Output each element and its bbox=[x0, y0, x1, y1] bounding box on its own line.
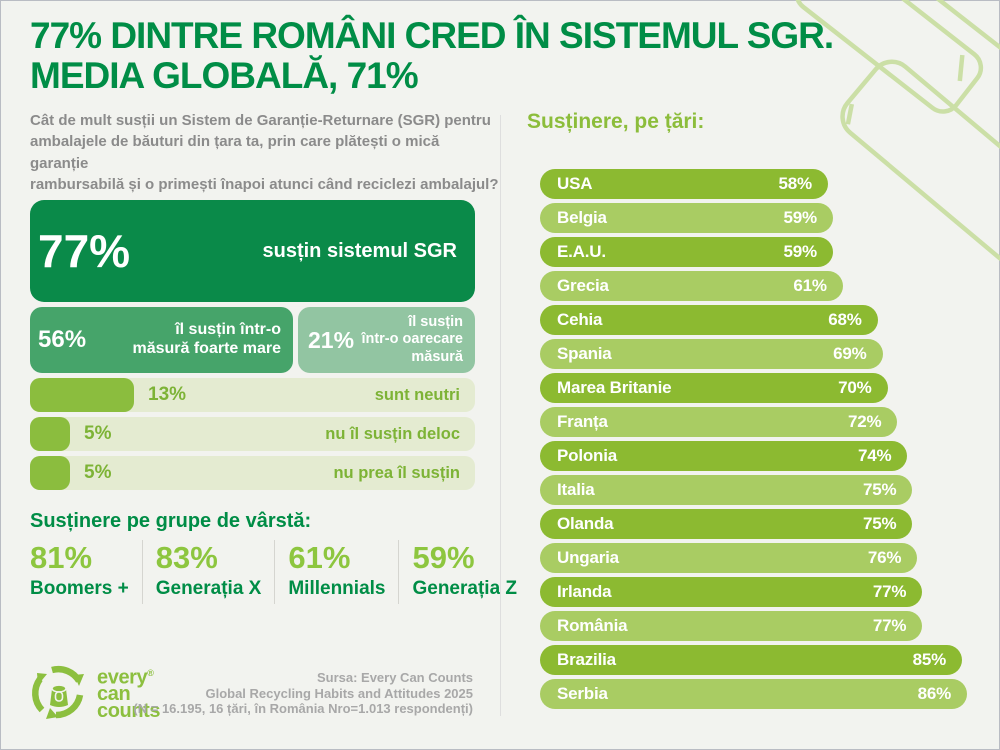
somewhat-support-label: îl susțin într-o oarecare măsură bbox=[361, 314, 463, 365]
age-group-label: Millennials bbox=[288, 577, 386, 599]
country-bar-ungaria: Ungaria 76% bbox=[540, 543, 918, 573]
total-support-value: 77% bbox=[38, 225, 131, 277]
country-bar-belgia: Belgia 59% bbox=[540, 203, 833, 233]
little-support-label: nu prea îl susțin bbox=[333, 464, 460, 482]
country-value: 75% bbox=[862, 480, 897, 499]
no-support-label: nu îl susțin deloc bbox=[325, 425, 460, 443]
vertical-divider bbox=[500, 115, 501, 716]
country-label: Marea Britanie bbox=[557, 378, 672, 397]
country-value: 75% bbox=[862, 514, 897, 533]
age-group-label: Generația Z bbox=[412, 577, 518, 599]
bar-somewhat-support: 21% îl susțin într-o oarecare măsură bbox=[298, 307, 475, 373]
country-bar-fran-a: Franța 72% bbox=[540, 407, 898, 437]
country-bar-olanda: Olanda 75% bbox=[540, 509, 913, 539]
no-support-value: 5% bbox=[84, 423, 112, 444]
country-value: 59% bbox=[783, 242, 818, 261]
country-label: Olanda bbox=[557, 514, 614, 533]
country-value: 59% bbox=[783, 208, 818, 227]
strong-support-value: 56% bbox=[38, 326, 87, 353]
country-bar-cehia: Cehia 68% bbox=[540, 305, 878, 335]
country-label: Italia bbox=[557, 480, 595, 499]
country-bar-brazilia: Brazilia 85% bbox=[540, 645, 963, 675]
age-groups-heading: Susținere pe grupe de vârstă: bbox=[30, 510, 312, 532]
country-value: 61% bbox=[793, 276, 827, 295]
country-value: 68% bbox=[828, 310, 862, 329]
country-bars: USA 58% Belgia 59% E.A.U. 59% Grecia 61% Cehia 68… bbox=[540, 169, 967, 713]
bar-neutral: 13% sunt neutri bbox=[30, 378, 475, 412]
country-label: Brazilia bbox=[557, 650, 616, 669]
country-label: România bbox=[557, 616, 628, 635]
country-bar-rom-nia: România 77% bbox=[540, 611, 923, 641]
sub-support-row: 56% îl susțin într-o măsură foarte mare … bbox=[30, 307, 475, 373]
support-chart: 77% susțin sistemul SGR 56% îl susțin în… bbox=[30, 200, 475, 495]
bar-fill bbox=[30, 378, 134, 412]
countries-heading: Susținere, pe țări: bbox=[527, 110, 705, 133]
age-groups: 81% Boomers + 83% Generația X 61% Millen… bbox=[30, 540, 530, 604]
country-label: Cehia bbox=[557, 310, 603, 329]
country-value: 58% bbox=[778, 174, 813, 193]
country-value: 72% bbox=[848, 412, 882, 431]
source-note: Sursa: Every Can Counts Global Recycling… bbox=[133, 670, 473, 716]
country-label: USA bbox=[557, 174, 593, 193]
bar-strong-support: 56% îl susțin într-o măsură foarte mare bbox=[30, 307, 293, 373]
country-label: Irlanda bbox=[557, 582, 612, 601]
age-group-boomers: 81% Boomers + bbox=[30, 540, 142, 604]
bar-little-support: 5% nu prea îl susțin bbox=[30, 456, 475, 490]
country-label: Franța bbox=[557, 412, 608, 431]
country-value: 69% bbox=[833, 344, 867, 363]
country-bar-irlanda: Irlanda 77% bbox=[540, 577, 923, 607]
country-bar-usa: USA 58% bbox=[540, 169, 828, 199]
country-value: 70% bbox=[838, 378, 872, 397]
country-value: 77% bbox=[872, 616, 907, 635]
country-value: 74% bbox=[857, 446, 892, 465]
age-group-value: 61% bbox=[288, 540, 351, 575]
age-group-value: 81% bbox=[30, 540, 93, 575]
country-label: E.A.U. bbox=[557, 242, 606, 261]
country-bar-spania: Spania 69% bbox=[540, 339, 883, 369]
bar-fill bbox=[30, 456, 70, 490]
bar-no-support-at-all: 5% nu îl susțin deloc bbox=[30, 417, 475, 451]
country-label: Serbia bbox=[557, 684, 608, 703]
country-value: 86% bbox=[917, 684, 952, 703]
neutral-label: sunt neutri bbox=[374, 386, 460, 404]
somewhat-support-value: 21% bbox=[308, 326, 355, 353]
bar-total-support: 77% susțin sistemul SGR bbox=[30, 200, 475, 302]
country-bar-grecia: Grecia 61% bbox=[540, 271, 843, 301]
country-label: Polonia bbox=[557, 446, 617, 465]
age-group-millennials: 61% Millennials bbox=[274, 540, 398, 604]
neutral-value: 13% bbox=[148, 384, 187, 405]
age-group-label: Boomers + bbox=[30, 577, 129, 599]
country-bar-e-a-u-: E.A.U. 59% bbox=[540, 237, 833, 267]
age-group-value: 83% bbox=[155, 540, 218, 575]
country-value: 76% bbox=[867, 548, 902, 567]
country-label: Spania bbox=[557, 344, 612, 363]
country-value: 85% bbox=[912, 650, 947, 669]
country-label: Grecia bbox=[557, 276, 609, 295]
bar-fill bbox=[30, 417, 70, 451]
strong-support-label: îl susțin într-o măsură foarte mare bbox=[132, 321, 281, 357]
age-group-value: 59% bbox=[412, 540, 475, 575]
country-bar-italia: Italia 75% bbox=[540, 475, 913, 505]
age-group-label: Generația X bbox=[155, 577, 262, 599]
age-group-gen-x: 83% Generația X bbox=[141, 540, 275, 604]
country-bar-marea-britanie: Marea Britanie 70% bbox=[540, 373, 888, 403]
logo-wordmark: every® can counts bbox=[97, 666, 161, 722]
total-support-label: susțin sistemul SGR bbox=[262, 239, 458, 262]
little-support-value: 5% bbox=[84, 462, 112, 483]
survey-question: Cât de mult susții un Sistem de Garanție… bbox=[30, 112, 499, 193]
page-title: 77% DINTRE ROMÂNI CRED ÎN SISTEMUL SGR. … bbox=[30, 15, 834, 96]
country-bar-serbia: Serbia 86% bbox=[540, 679, 967, 709]
country-value: 77% bbox=[872, 582, 907, 601]
country-bar-polonia: Polonia 74% bbox=[540, 441, 908, 471]
country-label: Ungaria bbox=[557, 548, 619, 567]
recycle-can-icon bbox=[32, 665, 84, 719]
every-can-counts-logo: every® can counts bbox=[28, 661, 161, 723]
country-label: Belgia bbox=[557, 208, 607, 227]
age-group-gen-z: 59% Generația Z bbox=[398, 540, 530, 604]
